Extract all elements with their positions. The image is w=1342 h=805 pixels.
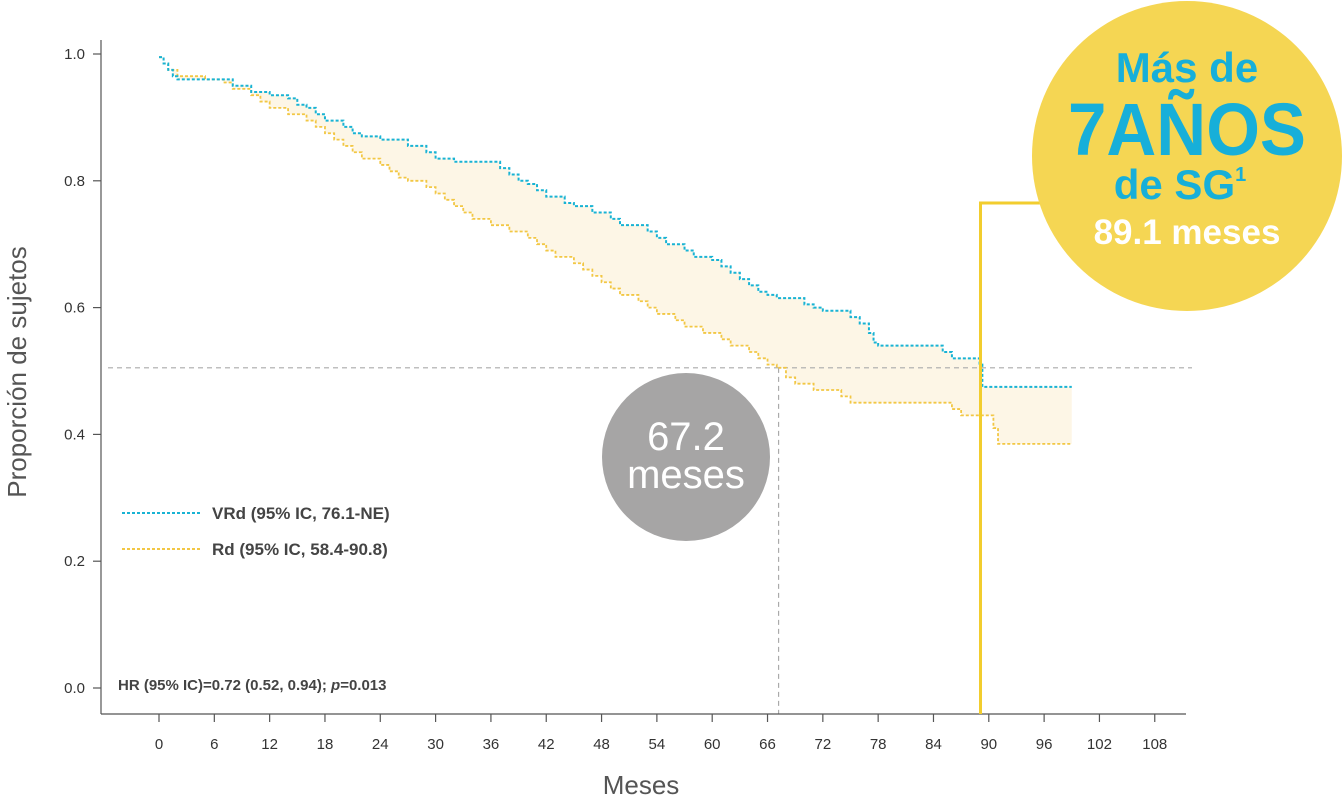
x-tick-label: 42 [538, 736, 555, 753]
band-fill [159, 57, 1072, 444]
x-tick-label: 60 [704, 736, 721, 753]
series-lines [159, 56, 1072, 445]
x-tick-label: 24 [372, 736, 389, 753]
vrd-median-bracket-line [979, 201, 1045, 714]
rd-median-bubble-circle [602, 373, 770, 541]
y-tick-label: 1.0 [64, 46, 85, 63]
rd-median-bubble-value: 67.2 [647, 415, 725, 459]
rd-median-bubble: 67.2 meses [602, 373, 770, 541]
x-tick-label: 0 [155, 736, 163, 753]
y-tick-label: 0.6 [64, 300, 85, 317]
x-tick-label: 108 [1142, 736, 1167, 753]
median-reference-lines [108, 367, 1192, 714]
series-rd-line [159, 56, 1072, 445]
vrd-callout-bubble: Más de 7AÑOS de SG1 89.1 meses [1032, 1, 1342, 311]
x-tick-label: 48 [593, 736, 610, 753]
vrd-callout-line1: Más de [1116, 44, 1258, 91]
y-tick-label: 0.0 [64, 680, 85, 697]
x-axis-title: Meses [603, 770, 680, 800]
legend-rd-label: Rd (95% IC, 58.4-90.8) [212, 540, 388, 559]
legend-vrd-label: VRd (95% IC, 76.1-NE) [212, 504, 390, 523]
vrd-callout-line3-text: de SG [1114, 161, 1235, 208]
x-tick-label: 6 [210, 736, 218, 753]
vrd-callout-line2: 7AÑOS [1068, 88, 1306, 171]
y-tick-label: 0.4 [64, 426, 85, 443]
vrd-callout-superscript: 1 [1235, 164, 1246, 186]
series-vrd-line [159, 56, 1072, 388]
axes: 0.0 0.2 0.4 0.6 0.8 1.0 0 6 12 18 24 30 36 42 48 54 60 66… [64, 40, 1186, 753]
y-tick-label: 0.2 [64, 553, 85, 570]
hazard-ratio-text: HR (95% IC)=0.72 (0.52, 0.94); p=0.013 [118, 677, 386, 694]
x-tick-label: 90 [980, 736, 997, 753]
x-tick-label: 78 [870, 736, 887, 753]
vrd-callout-circle [1032, 1, 1342, 311]
x-tick-label: 12 [261, 736, 278, 753]
x-tick-label: 102 [1087, 736, 1112, 753]
shaded-difference-band [159, 57, 1072, 444]
x-tick-label: 84 [925, 736, 942, 753]
vrd-callout-line3: de SG1 [1114, 161, 1247, 208]
vrd-median-bracket [979, 201, 1045, 714]
y-tick-label: 0.8 [64, 173, 85, 190]
y-axis-title: Proporción de sujetos [2, 246, 32, 497]
x-tick-label: 54 [649, 736, 666, 753]
hr-text-p: p [330, 677, 340, 694]
x-tick-label: 72 [814, 736, 831, 753]
hr-text-part-1: HR (95% IC)=0.72 (0.52, 0.94); [118, 677, 331, 694]
x-tick-label: 66 [759, 736, 776, 753]
rd-median-bubble-unit: meses [627, 453, 745, 497]
hr-text-part-2: =0.013 [340, 677, 386, 694]
vrd-callout-line4: 89.1 meses [1094, 213, 1281, 252]
x-tick-label: 96 [1036, 736, 1053, 753]
legend: VRd (95% IC, 76.1-NE) Rd (95% IC, 58.4-9… [122, 504, 390, 559]
x-tick-label: 30 [427, 736, 444, 753]
x-tick-label: 18 [317, 736, 334, 753]
x-tick-label: 36 [483, 736, 500, 753]
